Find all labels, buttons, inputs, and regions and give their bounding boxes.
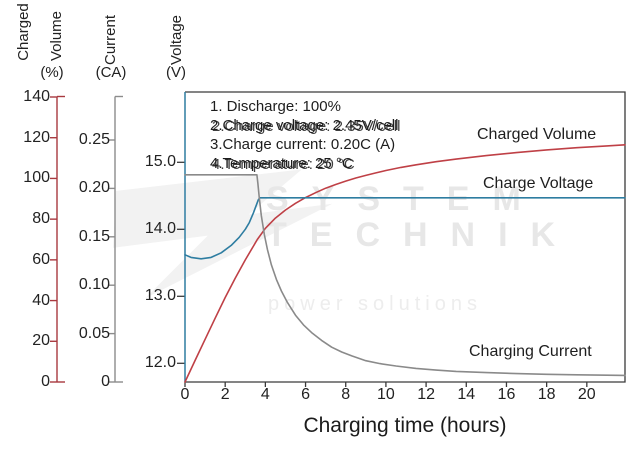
y-tick-label-volume: 120 — [23, 128, 50, 146]
x-tick-label: 8 — [341, 386, 351, 403]
y-tick-label-voltage: 14.0 — [144, 220, 176, 238]
annotation-line-4: 4.Temperature: 20 °C 4.Temperature: 25 °C — [210, 154, 398, 173]
x-tick-label: 18 — [537, 386, 556, 403]
y-tick-label-volume: 140 — [23, 88, 50, 105]
volume-axis-unit: (%) — [40, 64, 64, 81]
y-tick-label-current: 0 — [101, 373, 110, 390]
x-tick-label: 12 — [417, 386, 435, 403]
watermark-line3: power solutions — [268, 293, 482, 315]
curve-charge-voltage — [184, 197, 626, 260]
voltage-axis-title: Voltage — [168, 14, 185, 66]
charging-current-label: Charging Current — [469, 343, 592, 360]
y-tick-label-volume: 20 — [32, 332, 50, 350]
y-tick-label-volume: 40 — [32, 291, 50, 309]
annotation-line-3-text: 3.Charge current: 0.20C (A) — [210, 136, 396, 153]
current-axis-unit: (CA) — [95, 64, 127, 81]
y-tick-label-current: 0.20 — [78, 179, 110, 197]
annotation-line-2-text: 2.Charge voltage: 2.45V/cell — [210, 117, 399, 134]
watermark-line1: SYSTEM — [266, 180, 544, 218]
volume-axis-title-word2: Volume — [48, 10, 65, 62]
x-axis-title: Charging time (hours) — [303, 414, 507, 437]
chart-annotation: 1. Discharge: 100% 2.Charge voltage: 2.35… — [210, 97, 401, 173]
x-tick-label: 0 — [180, 386, 190, 403]
charge-voltage-label: Charge Voltage — [483, 175, 594, 192]
y-tick-label-volume: 0 — [41, 373, 50, 390]
annotation-line-2: 2.Charge voltage: 2.35V/cell 2.Charge vol… — [210, 116, 401, 135]
y-tick-label-voltage: 12.0 — [144, 354, 176, 372]
annotation-line-2-ghost: 2.Charge voltage: 2.35V/cell — [212, 118, 401, 135]
x-tick-label: 4 — [260, 386, 270, 403]
y-tick-label-current: 0.10 — [78, 276, 110, 294]
annotation-line-1: 1. Discharge: 100% — [210, 97, 398, 116]
y-tick-label-current: 0.25 — [78, 131, 110, 148]
x-tick-label: 20 — [577, 386, 596, 403]
y-tick-label-voltage: 15.0 — [144, 153, 176, 171]
y-tick-label-volume: 100 — [23, 169, 50, 187]
watermark-line2: TECHNIK — [266, 216, 579, 254]
y-tick-label-volume: 80 — [32, 210, 50, 228]
voltage-axis-unit: (V) — [166, 64, 186, 81]
y-tick-label-volume: 60 — [32, 250, 50, 268]
current-axis-title: Current — [102, 14, 119, 66]
annotation-line-4-text: 4.Temperature: 25 °C — [210, 155, 353, 172]
annotation-line-1-text: 1. Discharge: 100% — [210, 98, 341, 115]
y-tick-label-current: 0.05 — [78, 324, 110, 342]
x-tick-label: 14 — [457, 386, 476, 403]
y-tick-label-current: 0.15 — [78, 227, 110, 245]
charged-volume-label: Charged Volume — [477, 126, 597, 143]
annotation-line-4-ghost: 4.Temperature: 20 °C — [212, 156, 355, 173]
curve-charging-current — [184, 174, 626, 377]
x-tick-label: 2 — [220, 386, 230, 403]
y-tick-label-voltage: 13.0 — [144, 287, 176, 305]
curve-charged-volume — [184, 144, 626, 383]
annotation-line-3: 3.Charge current: 0.20C (A) — [210, 135, 398, 154]
x-tick-label: 6 — [301, 386, 310, 403]
x-tick-label: 10 — [377, 386, 395, 403]
x-tick-label: 16 — [497, 386, 516, 403]
